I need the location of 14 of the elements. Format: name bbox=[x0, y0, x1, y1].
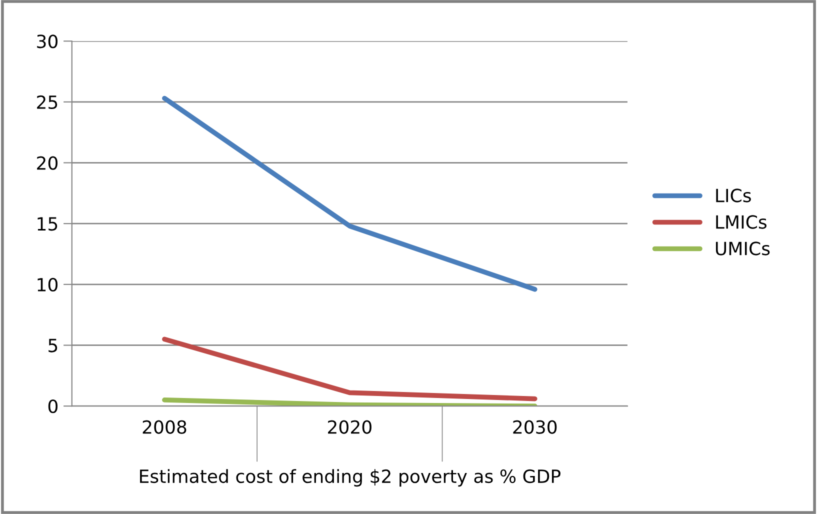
y-tick-label: 25 bbox=[37, 95, 58, 110]
x-tick-label: 2020 bbox=[328, 420, 372, 434]
legend-label: LMICs bbox=[716, 215, 766, 229]
y-tick-label: 10 bbox=[38, 278, 58, 292]
legend-label: LICs bbox=[716, 188, 751, 202]
y-tick-label: 30 bbox=[37, 34, 58, 48]
x-axis-title: Estimated cost of ending $2 poverty as % GDP bbox=[140, 469, 560, 487]
y-tick-label: 20 bbox=[37, 156, 58, 170]
x-tick-label: 2008 bbox=[142, 420, 186, 434]
y-tick-label: 15 bbox=[38, 217, 58, 231]
y-tick-label: 0 bbox=[48, 400, 58, 414]
legend-label: UMICs bbox=[716, 242, 770, 256]
x-tick-label: 2030 bbox=[513, 420, 557, 434]
y-tick-label: 5 bbox=[48, 338, 58, 352]
